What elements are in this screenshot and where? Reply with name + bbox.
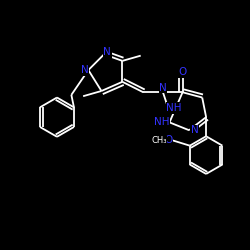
Text: O: O [164,136,172,145]
Text: CH₃: CH₃ [152,136,167,145]
Text: O: O [178,67,187,77]
Text: N: N [159,82,167,92]
Text: N: N [191,125,199,135]
Text: N: N [103,47,111,57]
Text: N: N [80,65,88,75]
Text: NH: NH [154,118,170,128]
Text: NH: NH [166,103,182,113]
